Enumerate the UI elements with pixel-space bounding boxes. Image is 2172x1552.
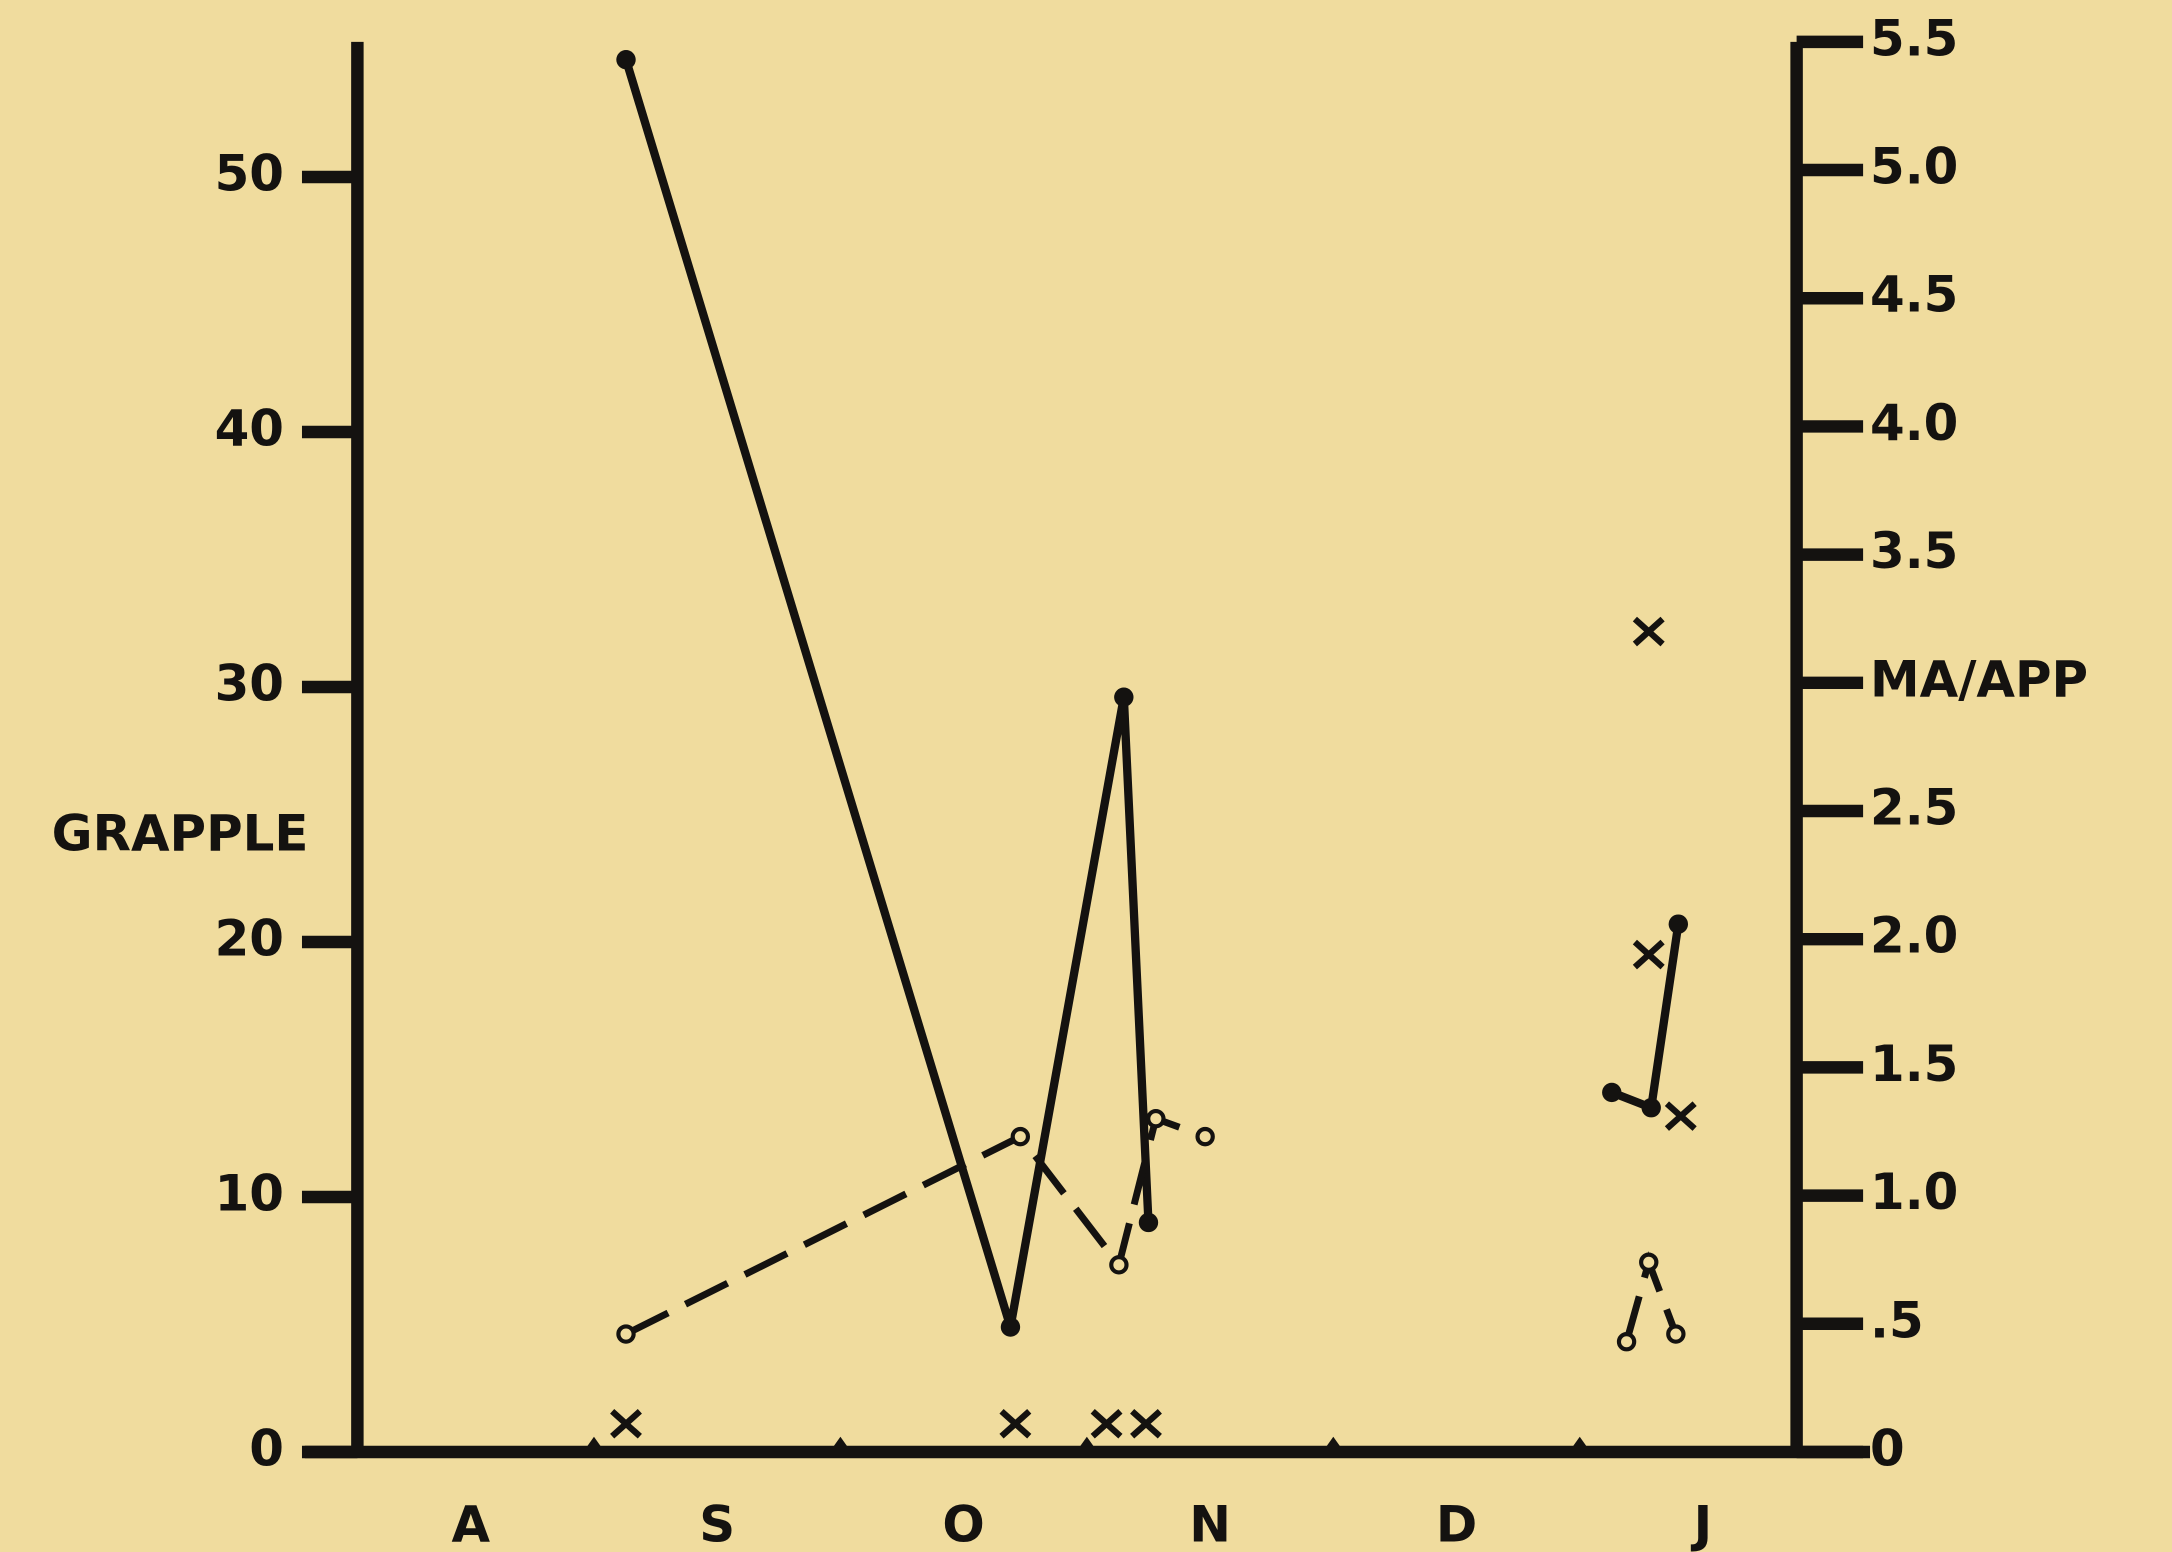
point — [1130, 1408, 1162, 1439]
point — [1664, 1101, 1697, 1131]
point — [999, 1408, 1032, 1439]
y2-tick-label: 0 — [1870, 1419, 1905, 1477]
x-tick-label: J — [1691, 1496, 1713, 1552]
y-tick-label: 10 — [215, 1164, 284, 1222]
x-minor-tick — [587, 1436, 601, 1447]
point — [1632, 616, 1665, 647]
y2-tick-label: 3.5 — [1870, 522, 1958, 580]
series-line — [622, 58, 1153, 1329]
point — [1146, 1108, 1166, 1129]
point — [1000, 1317, 1021, 1337]
point — [616, 1324, 636, 1344]
point — [1010, 1126, 1031, 1147]
point — [1090, 1408, 1123, 1439]
y-tick-label: 50 — [215, 144, 284, 202]
y2-tick-label: 1.0 — [1870, 1163, 1958, 1221]
y-tick-label: 0 — [249, 1419, 284, 1477]
y-tick-label: 20 — [215, 909, 284, 967]
y2-tick-label: 2.5 — [1870, 779, 1958, 837]
point — [1668, 914, 1689, 934]
point — [1639, 1252, 1659, 1272]
y-axis-label: GRAPPLE — [52, 804, 309, 862]
x-tick-label: A — [451, 1496, 490, 1552]
y2-tick-label: 4.0 — [1870, 394, 1958, 452]
y2-tick-label: MA/APP — [1870, 650, 2088, 708]
x-tick-label: S — [699, 1496, 735, 1552]
point — [610, 1408, 642, 1439]
point — [616, 49, 636, 70]
y-tick-label: 40 — [215, 399, 284, 457]
y2-tick-label: .5 — [1870, 1291, 1924, 1349]
point — [1195, 1126, 1215, 1147]
point — [1114, 687, 1134, 707]
y2-tick-label: 1.5 — [1870, 1035, 1958, 1093]
series-line — [624, 1114, 1207, 1338]
y2-tick-label: 4.5 — [1870, 266, 1958, 324]
point — [1109, 1255, 1129, 1275]
y-tick-label: 30 — [215, 654, 284, 712]
point — [1602, 1082, 1622, 1103]
point — [1666, 1324, 1686, 1344]
y2-tick-label: 5.5 — [1870, 9, 1958, 67]
x-minor-tick — [833, 1436, 848, 1447]
x-minor-tick — [1572, 1436, 1587, 1447]
x-tick-label: D — [1436, 1496, 1477, 1552]
x-tick-label: N — [1189, 1496, 1231, 1552]
point — [1616, 1332, 1637, 1352]
point — [1632, 939, 1665, 970]
x-tick-label: O — [942, 1496, 984, 1552]
y2-tick-label: 5.0 — [1870, 138, 1958, 196]
y2-tick-label: 2.0 — [1870, 907, 1958, 965]
x-minor-tick — [1079, 1436, 1094, 1447]
point — [1138, 1212, 1159, 1233]
x-minor-tick — [1326, 1436, 1341, 1447]
point — [1641, 1098, 1661, 1118]
